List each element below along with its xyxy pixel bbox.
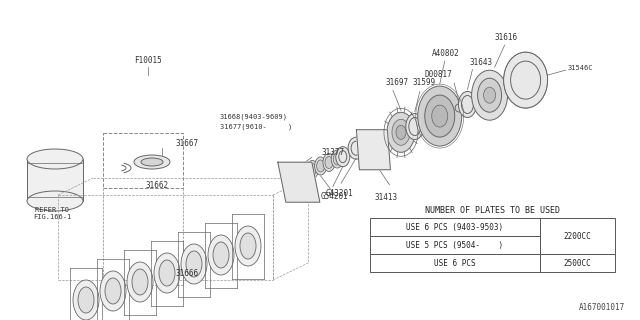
Bar [27, 159, 83, 201]
Ellipse shape [406, 114, 424, 140]
Text: 31677(9610-     ): 31677(9610- ) [220, 124, 292, 130]
Ellipse shape [100, 271, 126, 311]
Ellipse shape [298, 164, 310, 182]
Text: USE 6 PCS: USE 6 PCS [434, 259, 476, 268]
Ellipse shape [300, 167, 308, 179]
Polygon shape [356, 130, 390, 170]
Text: USE 6 PCS (9403-9503): USE 6 PCS (9403-9503) [406, 222, 504, 231]
Text: D00817: D00817 [424, 70, 452, 79]
Ellipse shape [181, 244, 207, 284]
Text: 31413: 31413 [374, 193, 397, 202]
Ellipse shape [425, 95, 455, 137]
Bar [370, 218, 540, 236]
Ellipse shape [323, 154, 335, 172]
Text: 31662: 31662 [145, 180, 168, 189]
Ellipse shape [127, 262, 153, 302]
Ellipse shape [432, 105, 448, 127]
Bar [370, 254, 540, 272]
Ellipse shape [418, 86, 461, 146]
Ellipse shape [477, 78, 502, 112]
Ellipse shape [396, 125, 406, 139]
Ellipse shape [504, 52, 548, 108]
Ellipse shape [235, 226, 261, 266]
Ellipse shape [159, 260, 175, 286]
Ellipse shape [387, 112, 415, 152]
Text: 31616: 31616 [495, 33, 518, 42]
Text: REFER TO
FIG.166-1: REFER TO FIG.166-1 [33, 207, 71, 220]
Ellipse shape [333, 153, 341, 165]
Ellipse shape [186, 251, 202, 277]
Ellipse shape [307, 160, 318, 179]
Bar [370, 236, 540, 254]
Text: G54201: G54201 [321, 192, 349, 201]
Text: A40802: A40802 [432, 49, 460, 58]
Ellipse shape [336, 147, 350, 167]
Ellipse shape [240, 233, 256, 259]
Text: 31666: 31666 [175, 269, 198, 278]
Text: 31668(9403-9609): 31668(9403-9609) [220, 114, 288, 120]
Bar [540, 254, 615, 272]
Ellipse shape [132, 269, 148, 295]
Text: 31667: 31667 [175, 139, 198, 148]
Ellipse shape [317, 160, 324, 172]
Text: USE 5 PCS (9504-    ): USE 5 PCS (9504- ) [406, 241, 504, 250]
Text: 2200CC: 2200CC [564, 231, 591, 241]
Ellipse shape [134, 155, 170, 169]
Bar [540, 218, 615, 254]
Ellipse shape [455, 104, 463, 112]
Ellipse shape [484, 87, 495, 103]
Ellipse shape [315, 157, 326, 175]
Ellipse shape [213, 242, 229, 268]
Text: 31643: 31643 [470, 58, 493, 67]
Text: 31546C: 31546C [568, 65, 593, 71]
Ellipse shape [141, 158, 163, 166]
Polygon shape [278, 162, 320, 202]
Ellipse shape [105, 278, 121, 304]
Ellipse shape [73, 280, 99, 320]
Text: 31599: 31599 [413, 78, 436, 87]
Ellipse shape [154, 253, 180, 293]
Text: 2500CC: 2500CC [564, 259, 591, 268]
Ellipse shape [27, 149, 83, 169]
Text: F10015: F10015 [134, 55, 162, 65]
Ellipse shape [308, 164, 316, 175]
Text: 31377: 31377 [322, 148, 345, 157]
Bar [103, 133, 183, 188]
Text: NUMBER OF PLATES TO BE USED: NUMBER OF PLATES TO BE USED [425, 205, 560, 214]
Ellipse shape [208, 235, 234, 275]
Ellipse shape [27, 191, 83, 211]
Ellipse shape [472, 70, 508, 120]
Ellipse shape [332, 150, 343, 168]
Ellipse shape [392, 119, 410, 145]
Ellipse shape [325, 156, 333, 168]
Text: 31697: 31697 [386, 78, 409, 87]
Ellipse shape [458, 92, 476, 117]
Ellipse shape [78, 287, 94, 313]
Text: G43201: G43201 [326, 189, 354, 198]
Ellipse shape [348, 137, 364, 159]
Text: A167001017: A167001017 [579, 303, 625, 313]
